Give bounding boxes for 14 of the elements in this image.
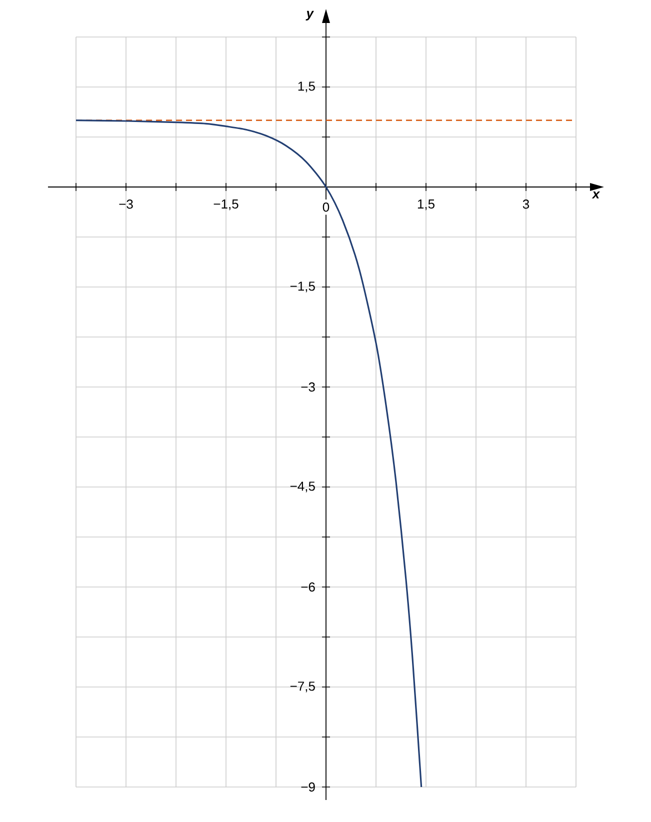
x-axis-title: x [592, 192, 600, 198]
x-tick-label: −3 [119, 200, 133, 209]
y-tick-label: 1,5 [298, 82, 315, 92]
x-tick-label: −1,5 [214, 200, 238, 210]
x-tick-label: 3 [522, 200, 530, 209]
y-tick-label: −7,5 [290, 682, 315, 692]
y-tick-label: −9 [301, 782, 315, 792]
y-tick-label: −1,5 [290, 282, 315, 292]
y-tick-label: −4,5 [290, 482, 315, 492]
x-tick-label: 1,5 [418, 200, 434, 210]
y-tick-label: −6 [301, 582, 315, 592]
x-tick-label: 0 [322, 202, 330, 212]
y-tick-label: −3 [301, 382, 315, 392]
y-axis-title: y [306, 10, 314, 20]
